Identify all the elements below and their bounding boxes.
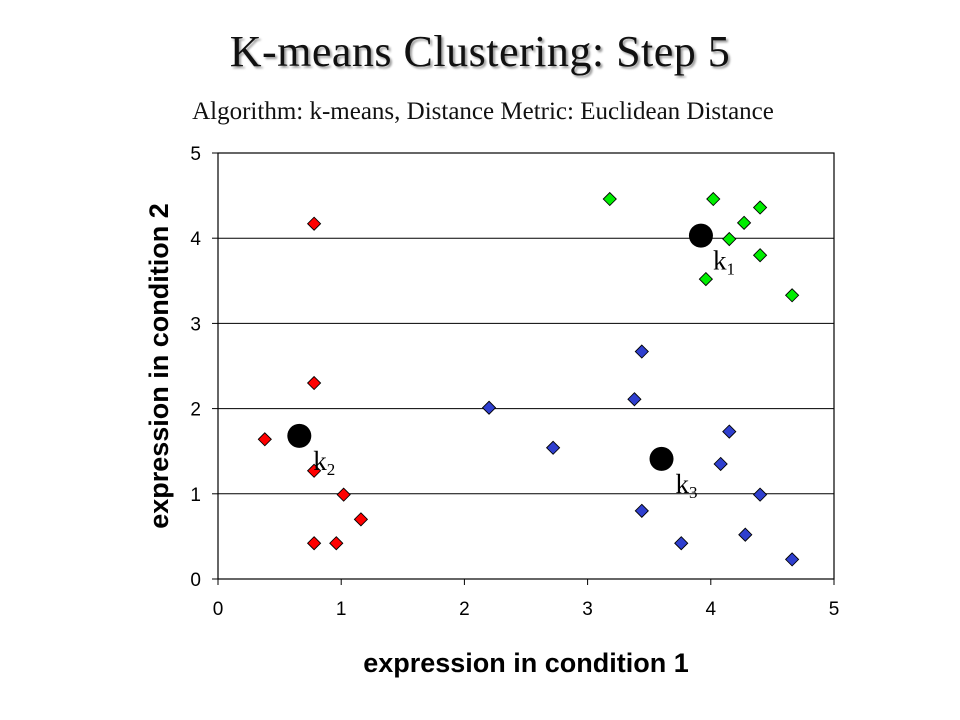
x-tick-label: 0 <box>213 599 224 620</box>
y-tick-label: 1 <box>190 485 201 506</box>
x-tick-label: 2 <box>459 599 470 620</box>
data-point <box>481 400 497 415</box>
data-point <box>306 536 322 551</box>
data-point <box>257 432 272 447</box>
chart-title: K-means Clustering: Step 5 <box>229 27 731 76</box>
x-tick-label: 4 <box>706 599 717 620</box>
y-tick-label: 4 <box>190 229 201 250</box>
data-point <box>752 248 768 263</box>
data-point <box>784 552 800 567</box>
data-point <box>738 527 753 542</box>
chart-subtitle: Algorithm: k-means, Distance Metric: Euc… <box>192 98 774 125</box>
data-point <box>336 487 351 502</box>
data-point <box>736 215 752 231</box>
data-point <box>306 463 322 478</box>
centroid-label: k1 <box>713 246 735 279</box>
grid-lines <box>218 237 834 495</box>
y-axis-label: expression in condition 2 <box>144 203 174 529</box>
data-point <box>602 191 617 207</box>
data-point <box>634 344 649 359</box>
plot-area-border <box>217 152 835 580</box>
data-point <box>353 512 369 527</box>
data-point <box>706 191 721 207</box>
y-tick-label: 5 <box>190 144 201 165</box>
data-point <box>784 288 800 303</box>
data-points <box>257 191 800 567</box>
y-tick-label: 3 <box>190 314 201 335</box>
centroid-label: k2 <box>313 446 335 479</box>
x-tick-label: 5 <box>829 599 840 620</box>
y-axis-ticks: 0 1 2 3 4 5 <box>190 144 218 591</box>
centroid-label: k3 <box>676 469 698 502</box>
centroid-marker <box>287 423 312 448</box>
data-point <box>752 487 768 502</box>
data-point <box>752 200 768 215</box>
data-point <box>545 440 561 455</box>
y-tick-label: 0 <box>190 570 201 591</box>
data-point <box>698 271 714 287</box>
data-point <box>674 536 689 551</box>
centroid-marker <box>649 446 674 471</box>
y-tick-label: 2 <box>190 400 201 421</box>
centroid-marker <box>688 223 713 248</box>
x-tick-label: 3 <box>582 599 593 620</box>
x-axis-ticks: 0 1 2 3 4 5 <box>213 579 840 620</box>
centroids: k1 k2 k3 <box>287 223 735 502</box>
data-point <box>634 503 649 518</box>
x-axis-label: expression in condition 1 <box>363 648 689 678</box>
data-point <box>713 456 728 472</box>
data-point <box>306 216 322 231</box>
data-point <box>722 231 737 247</box>
data-point <box>329 536 344 551</box>
x-tick-label: 1 <box>336 599 347 620</box>
data-point <box>627 392 642 407</box>
data-point <box>722 424 737 439</box>
data-point <box>306 375 322 391</box>
